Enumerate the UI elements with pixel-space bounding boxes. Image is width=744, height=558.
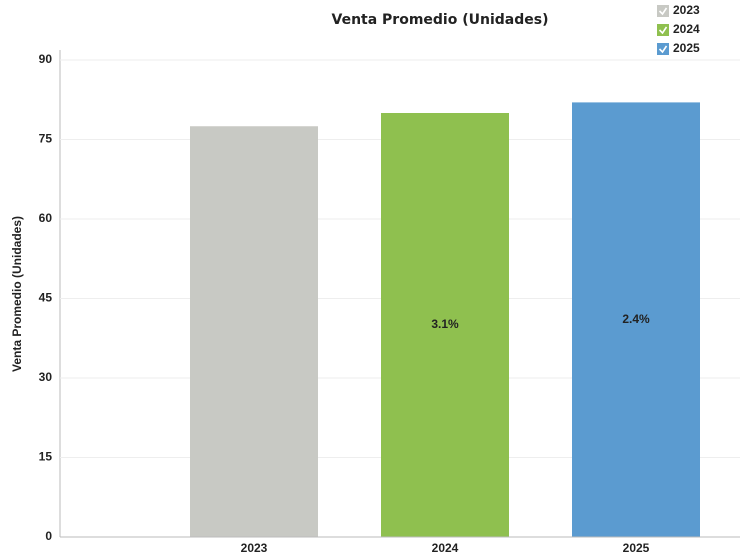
y-axis-title: Venta Promedio (Unidades) [10,216,24,372]
chart-title: Venta Promedio (Unidades) [332,12,549,28]
legend-check [658,26,668,35]
bar [572,102,700,538]
bar [381,113,509,537]
y-tick-label: 30 [39,370,53,384]
y-tick-label: 15 [39,450,53,464]
legend-check [658,45,668,54]
y-tick-label: 45 [39,291,53,305]
legend-label[interactable]: 2025 [673,41,700,55]
x-tick-label: 2025 [623,541,650,555]
legend-checkbox[interactable] [657,5,669,17]
y-tick-label: 60 [39,211,53,225]
legend-label[interactable]: 2024 [673,22,700,36]
y-tick-label: 75 [39,132,53,146]
bar-label: 3.1% [431,317,459,331]
legend-check [658,7,668,16]
legend-checkbox[interactable] [657,43,669,55]
legend-label[interactable]: 2023 [673,3,700,17]
y-tick-label: 90 [39,52,53,66]
legend-checkbox[interactable] [657,24,669,36]
bar-label: 2.4% [622,312,650,326]
x-tick-label: 2024 [432,541,459,555]
bar [190,126,318,537]
x-tick-label: 2023 [241,541,268,555]
y-tick-label: 0 [45,529,52,543]
